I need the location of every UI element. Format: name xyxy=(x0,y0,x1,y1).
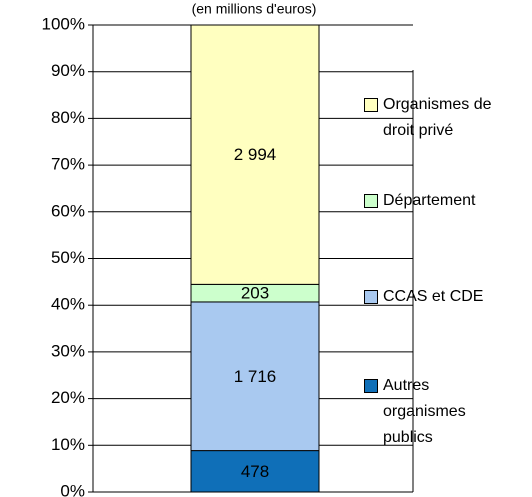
y-tick-label: 0% xyxy=(60,481,85,497)
legend-swatch xyxy=(364,290,378,304)
data-label: 203 xyxy=(241,284,269,303)
y-tick-label: 40% xyxy=(51,295,85,314)
legend-label: Organismes de droit privé xyxy=(383,96,492,139)
y-tick-label: 60% xyxy=(51,201,85,220)
legend-swatch xyxy=(364,98,378,112)
data-label: 1 716 xyxy=(234,367,277,386)
y-tick-label: 70% xyxy=(51,155,85,174)
bar-segment xyxy=(190,450,320,493)
bar-segment xyxy=(190,301,320,452)
legend-swatch xyxy=(364,379,378,393)
bar-segment xyxy=(190,24,320,285)
y-tick-label: 100% xyxy=(42,14,85,33)
y-tick-label: 10% xyxy=(51,435,85,454)
legend-item: Organismes de droit privé xyxy=(364,92,524,144)
data-label: 2 994 xyxy=(234,145,277,164)
y-tick-label: 90% xyxy=(51,61,85,80)
legend-item: CCAS et CDE xyxy=(364,284,524,310)
legend-item: Département xyxy=(364,188,524,214)
y-tick-label: 30% xyxy=(51,341,85,360)
y-tick-label: 80% xyxy=(51,108,85,127)
legend-label: Autres organismes publics xyxy=(383,377,466,446)
legend-label: Département xyxy=(383,192,476,209)
chart-subtitle: (en millions d'euros) xyxy=(192,1,317,17)
legend-label: CCAS et CDE xyxy=(383,288,484,305)
legend-swatch xyxy=(364,194,378,208)
y-tick-label: 50% xyxy=(51,248,85,267)
legend-item: Autres organismes publics xyxy=(364,373,524,451)
data-label: 478 xyxy=(241,462,269,481)
y-tick-label: 20% xyxy=(51,388,85,407)
